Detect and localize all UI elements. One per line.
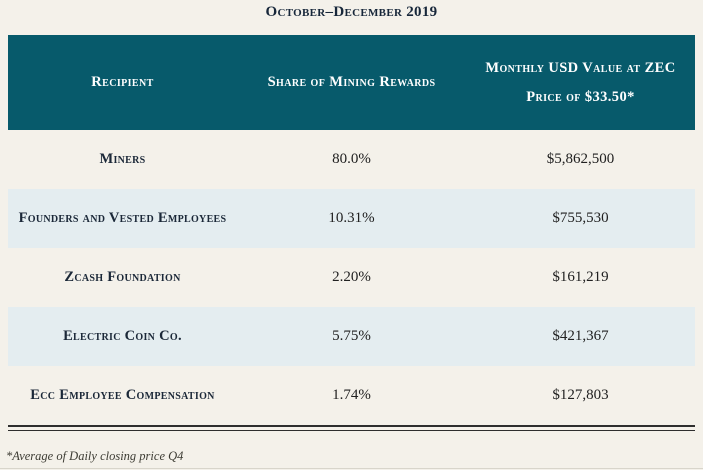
page-bottom-divider xyxy=(0,468,703,469)
cell-usd-value: $421,367 xyxy=(552,328,609,344)
column-header-usd-line1: Monthly USD Value at ZEC xyxy=(485,60,676,77)
cell-share: 80.0% xyxy=(332,151,371,167)
table-bottom-double-rule xyxy=(8,425,695,431)
cell-recipient: Zcash Foundation xyxy=(64,269,181,285)
cell-usd-value: $127,803 xyxy=(552,387,609,403)
table-row-founders: Founders and Vested Employees 10.31% $75… xyxy=(8,189,695,248)
cell-usd-value: $755,530 xyxy=(552,210,609,226)
column-header-recipient: Recipient xyxy=(91,74,154,91)
cell-recipient: Founders and Vested Employees xyxy=(18,210,227,226)
column-header-usd-line2: Price of $33.50* xyxy=(526,88,635,105)
table-row-zcash-foundation: Zcash Foundation 2.20% $161,219 xyxy=(8,248,695,307)
cell-recipient: Ecc Employee Compensation xyxy=(30,387,215,403)
cell-share: 1.74% xyxy=(332,387,371,403)
table-header-row: Recipient Share of Mining Rewards Monthl… xyxy=(8,35,695,130)
table-title: October–December 2019 xyxy=(265,4,438,20)
table-row-miners: Miners 80.0% $5,862,500 xyxy=(8,130,695,189)
cell-usd-value: $161,219 xyxy=(552,269,609,285)
cell-usd-value: $5,862,500 xyxy=(546,151,615,167)
cell-recipient: Electric Coin Co. xyxy=(63,328,182,344)
cell-share: 2.20% xyxy=(332,269,371,285)
cell-share: 5.75% xyxy=(332,328,371,344)
cell-share: 10.31% xyxy=(328,210,375,226)
footnote: *Average of Daily closing price Q4 xyxy=(6,449,184,463)
table-row-ecc-employee-compensation: Ecc Employee Compensation 1.74% $127,803 xyxy=(8,366,695,425)
column-header-share: Share of Mining Rewards xyxy=(267,74,436,91)
cell-recipient: Miners xyxy=(99,151,146,167)
mining-rewards-table: Recipient Share of Mining Rewards Monthl… xyxy=(8,35,695,425)
table-row-electric-coin-co: Electric Coin Co. 5.75% $421,367 xyxy=(8,307,695,366)
column-header-usd-value: Monthly USD Value at ZEC Price of $33.50… xyxy=(466,54,695,111)
